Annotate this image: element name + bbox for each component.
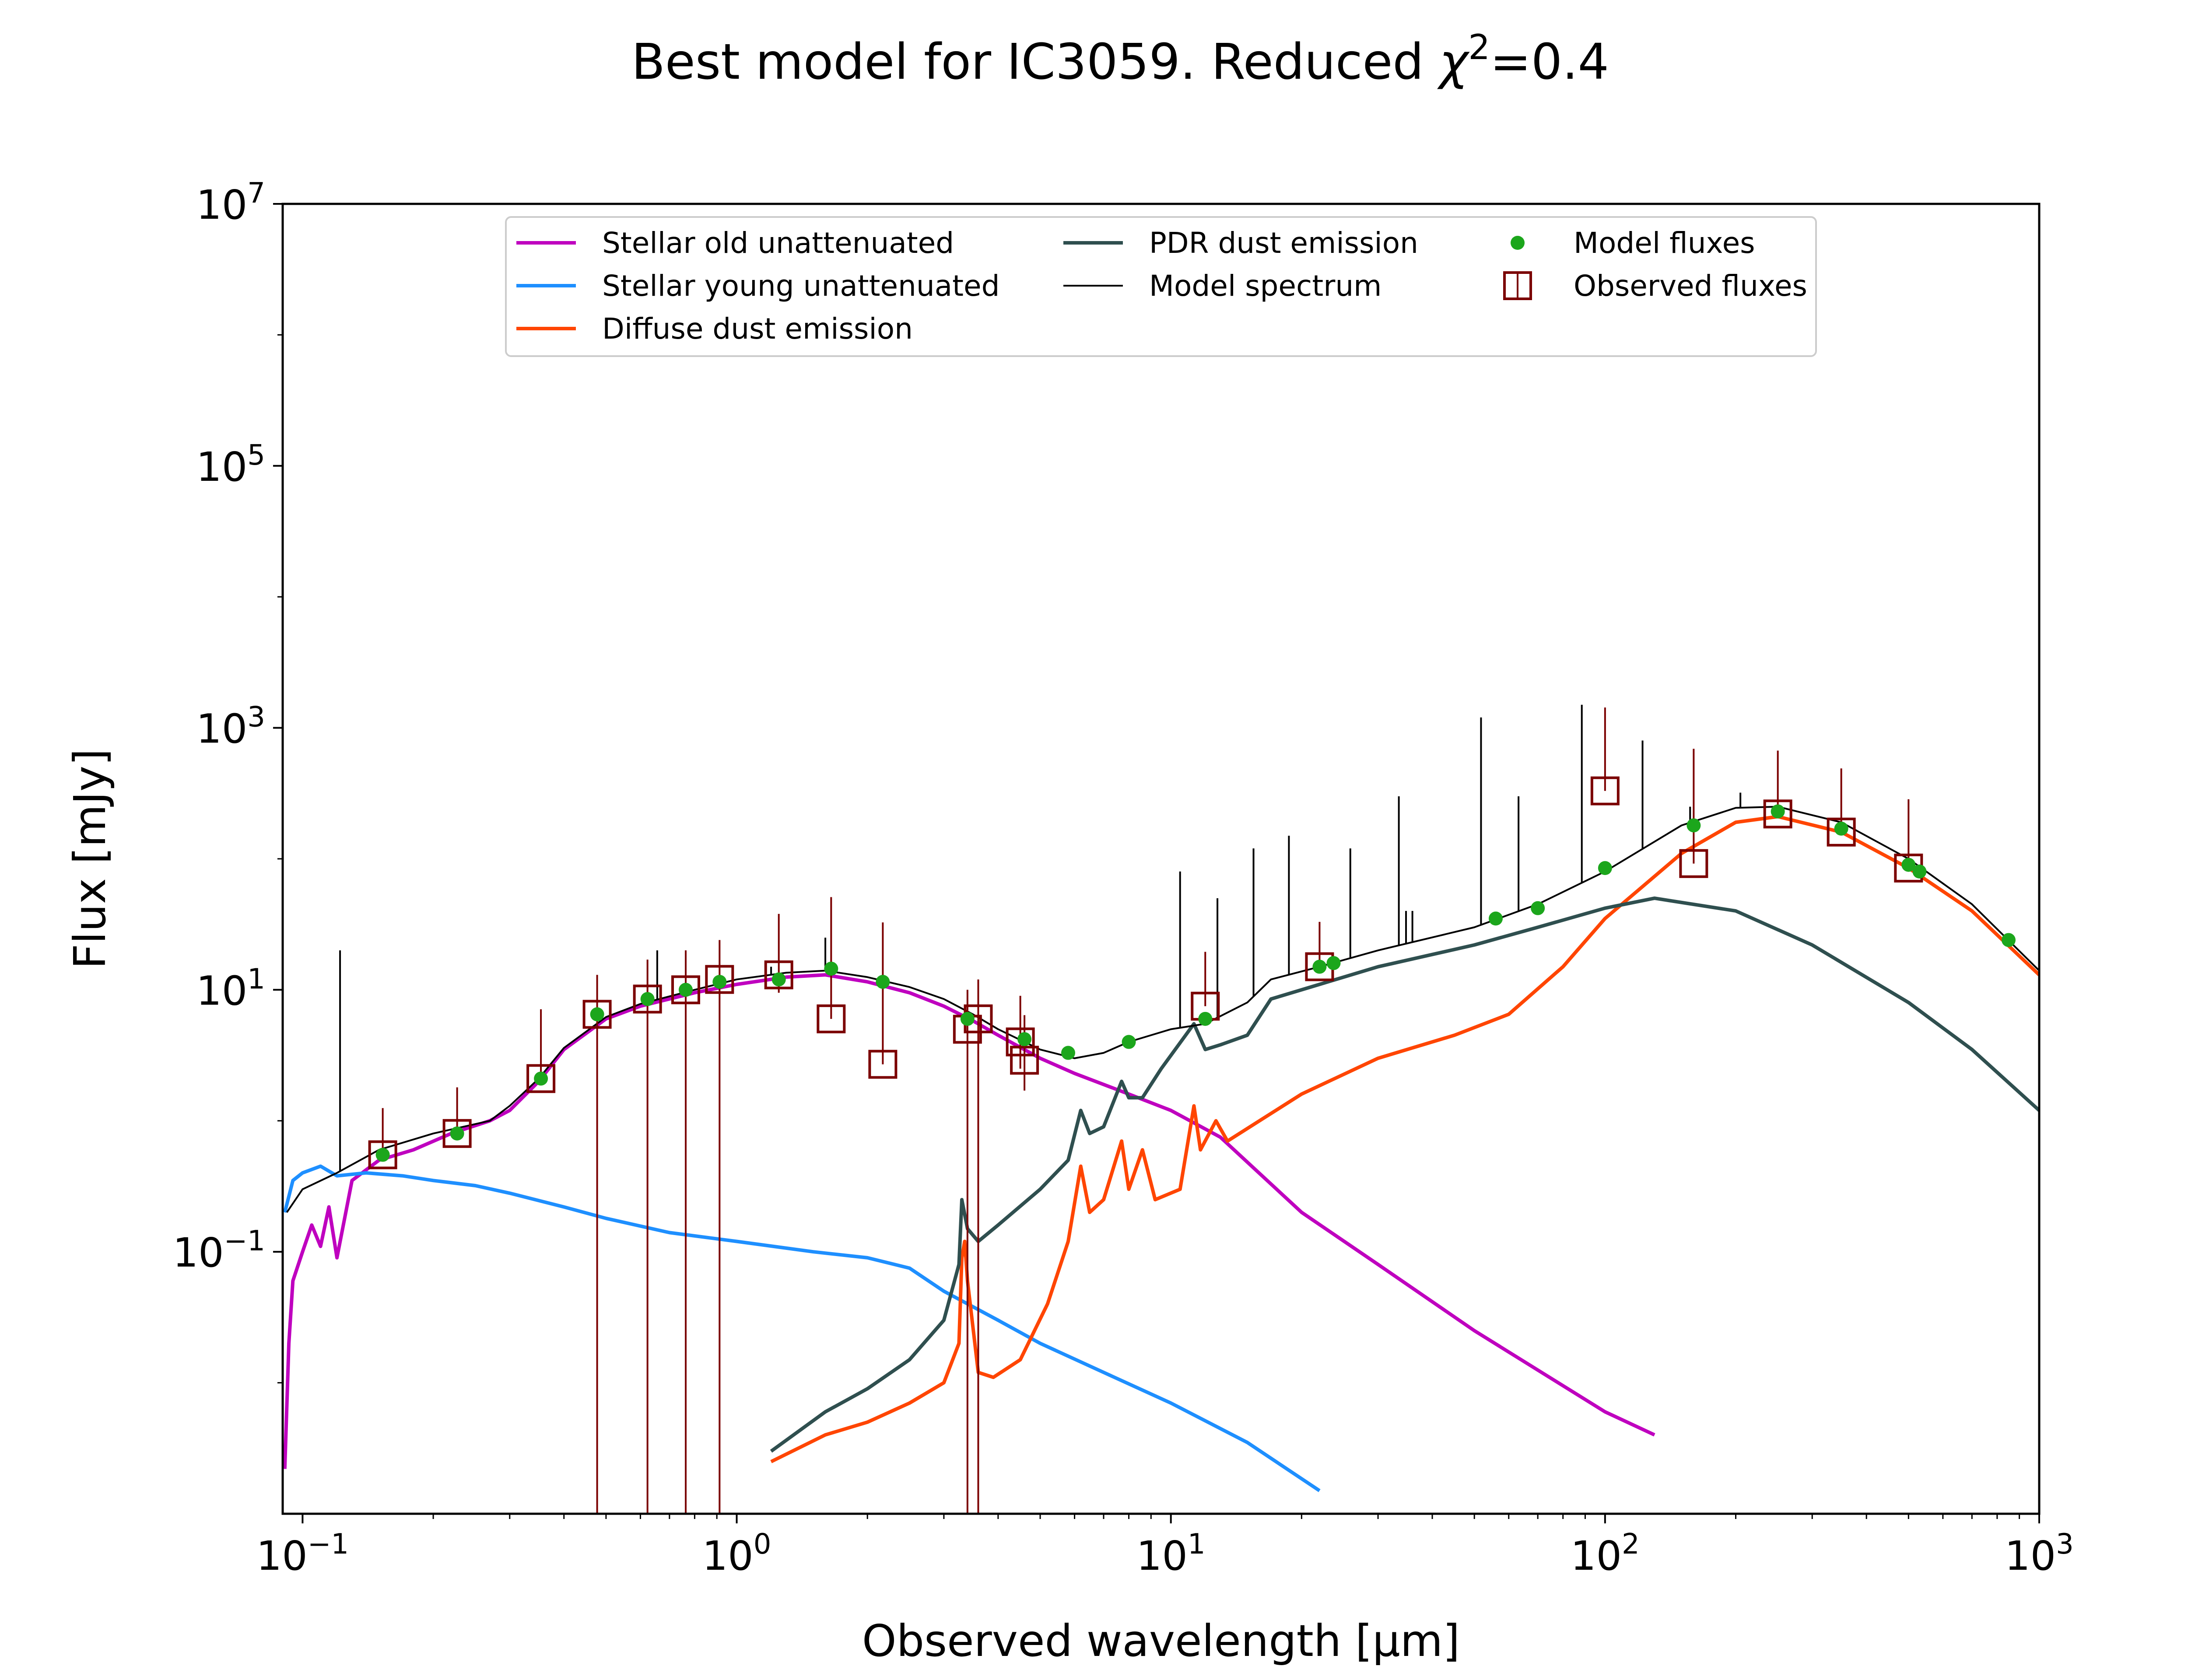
observed-flux-marker xyxy=(442,1119,472,1148)
series-diffuse-dust-emission xyxy=(770,815,2039,1463)
observed-flux-marker xyxy=(582,1000,612,1029)
x-tick-label: 102 xyxy=(1571,1528,1640,1579)
model-flux-marker xyxy=(960,1012,975,1026)
legend-box xyxy=(505,216,1817,357)
observed-flux-marker xyxy=(671,975,700,1004)
legend-label-diffuse-dust-emission: Diffuse dust emission xyxy=(602,312,913,346)
observed-flux-marker xyxy=(368,1140,397,1169)
model-flux-marker xyxy=(876,975,890,989)
legend-label-stellar-old-unattenuated: Stellar old unattenuated xyxy=(602,226,954,260)
observed-flux-marker xyxy=(1763,799,1792,829)
y-tick-label: 103 xyxy=(196,701,265,752)
observed-flux-marker xyxy=(1006,1027,1035,1057)
observed-flux-marker xyxy=(705,965,734,994)
observed-flux-marker xyxy=(526,1064,556,1093)
model-flux-marker xyxy=(678,983,693,997)
observed-flux-marker xyxy=(633,984,662,1014)
series-stellar-old-unattenuated xyxy=(283,973,1655,1469)
observed-flux-marker xyxy=(1590,776,1620,805)
x-tick-label: 101 xyxy=(1136,1528,1206,1579)
curves-layer xyxy=(283,704,2039,1492)
observed-flux-marker xyxy=(1010,1046,1039,1075)
model-flux-marker xyxy=(1531,901,1545,915)
model-flux-marker xyxy=(1834,822,1848,836)
model-flux-marker xyxy=(712,975,727,989)
model-flux-marker xyxy=(824,962,838,976)
model-flux-marker xyxy=(534,1071,548,1086)
model-flux-marker xyxy=(1326,956,1341,970)
y-tick-label: 105 xyxy=(196,439,265,490)
legend-label-model-spectrum: Model spectrum xyxy=(1149,269,1382,303)
observed-flux-marker xyxy=(868,1050,898,1079)
model-flux-marker xyxy=(1061,1046,1075,1060)
series-pdr-dust-emission xyxy=(770,896,2039,1453)
legend-label-pdr-dust-emission: PDR dust emission xyxy=(1149,226,1418,260)
model-flux-marker xyxy=(1312,959,1327,974)
model-flux-marker xyxy=(375,1148,390,1162)
model-flux-marker xyxy=(590,1007,604,1022)
model-flux-marker xyxy=(771,972,786,987)
model-flux-marker xyxy=(1771,804,1785,819)
model-flux-marker xyxy=(1489,911,1503,926)
legend-label-model-fluxes: Model fluxes xyxy=(1574,226,1755,260)
y-axis-ticks: 10−1 101 103 105 107 xyxy=(173,177,283,1384)
y-tick-label: 101 xyxy=(196,963,265,1014)
x-tick-label: 10−1 xyxy=(256,1528,349,1579)
model-flux-marker xyxy=(640,992,655,1006)
observed-flux-marker xyxy=(764,960,793,990)
model-flux-marker xyxy=(1687,818,1701,833)
model-flux-marker xyxy=(1912,864,1927,879)
x-tick-label: 103 xyxy=(2005,1528,2074,1579)
legend-swatch-model-fluxes xyxy=(1511,236,1525,250)
model-markers-layer xyxy=(375,804,2016,1162)
y-tick-label: 107 xyxy=(196,177,265,228)
errorbars-layer xyxy=(382,707,1910,1514)
model-flux-marker xyxy=(1017,1032,1032,1046)
x-axis-ticks: 10−1 100 101 102 103 xyxy=(256,1514,2074,1579)
legend-label-stellar-young-unattenuated: Stellar young unattenuated xyxy=(602,269,1000,303)
model-flux-marker xyxy=(1901,858,1916,872)
y-tick-label: 10−1 xyxy=(173,1225,265,1276)
x-axis-label: Observed wavelength [μm] xyxy=(862,1615,1460,1666)
model-flux-marker xyxy=(450,1126,464,1141)
observed-flux-marker xyxy=(817,1004,846,1033)
observed-flux-marker xyxy=(1827,817,1856,847)
observed-flux-marker xyxy=(1679,849,1708,878)
legend-label-observed-fluxes: Observed fluxes xyxy=(1574,269,1807,303)
model-flux-marker xyxy=(1598,861,1612,875)
model-flux-marker xyxy=(1122,1035,1136,1049)
x-tick-label: 100 xyxy=(702,1528,771,1579)
model-flux-marker xyxy=(1198,1012,1213,1026)
model-flux-marker xyxy=(2001,933,2016,947)
legend: Stellar old unattenuated Stellar young un… xyxy=(505,216,1817,357)
chart-title: Best model for IC3059. Reduced χ2=0.4 xyxy=(631,28,1609,91)
y-axis-label: Flux [mJy] xyxy=(64,749,116,969)
